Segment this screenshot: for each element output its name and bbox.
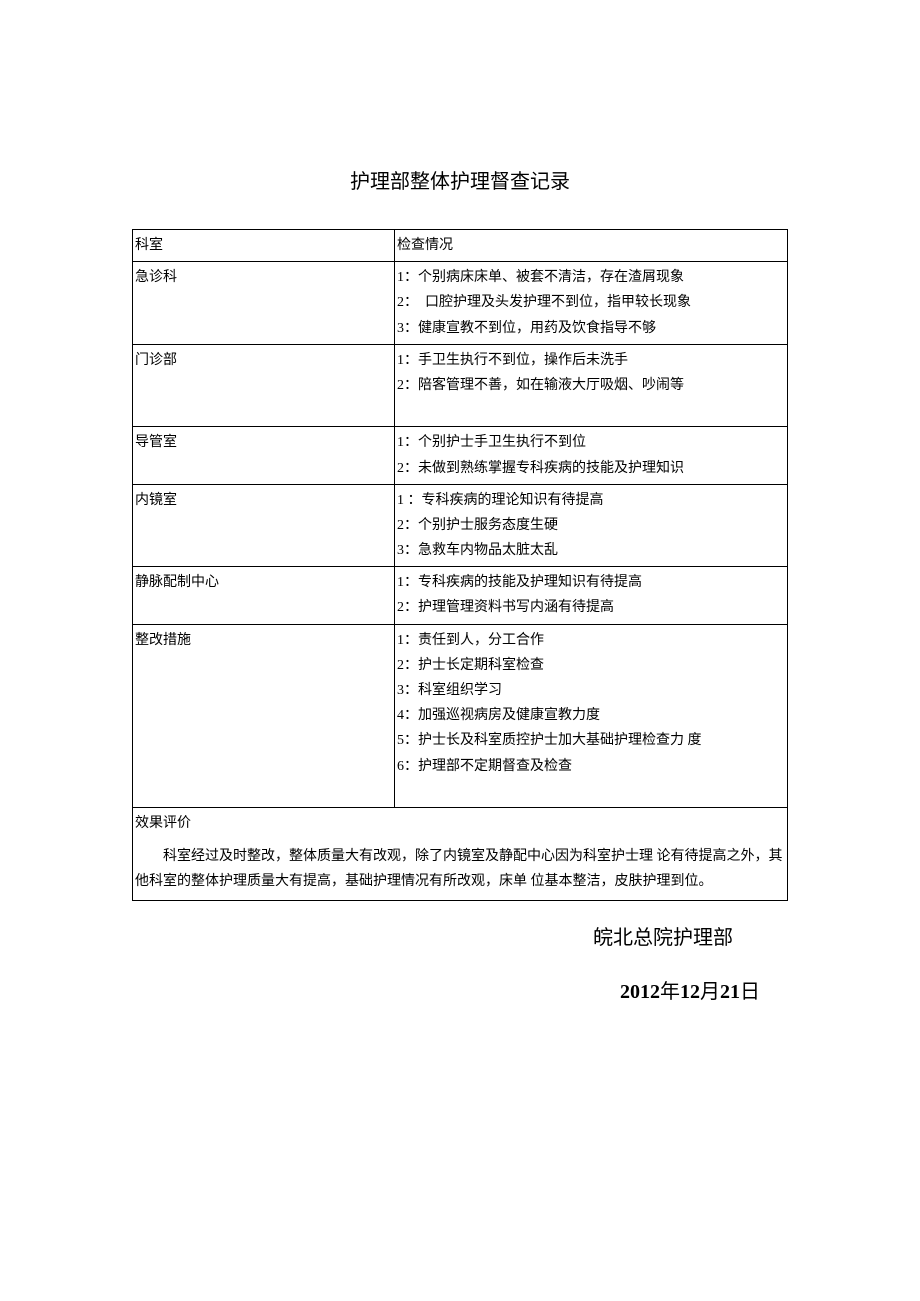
finding-item: 1：个别病床床单、被套不清洁，存在渣屑现象: [397, 265, 785, 290]
finding-item: 2：未做到熟练掌握专科疾病的技能及护理知识: [397, 456, 785, 481]
finding-item: 2：护士长定期科室检查: [397, 653, 785, 678]
dept-cell: 门诊部: [133, 344, 395, 427]
document-date: 2012年12月21日: [132, 975, 788, 1004]
findings-cell: 1：个别病床床单、被套不清洁，存在渣屑现象 2： 口腔护理及头发护理不到位，指甲…: [395, 262, 788, 345]
date-day: 21: [720, 981, 740, 1003]
dept-cell: 静脉配制中心: [133, 567, 395, 624]
evaluation-label-row: 效果评价: [133, 807, 788, 839]
finding-item: 2：个别护士服务态度生硬: [397, 513, 785, 538]
findings-cell: 1：责任到人，分工合作 2：护士长定期科室检查 3：科室组织学习 4：加强巡视病…: [395, 624, 788, 807]
date-day-unit: 日: [740, 981, 760, 1003]
findings-cell: 1：手卫生执行不到位，操作后未洗手 2：陪客管理不善，如在输液大厅吸烟、吵闹等: [395, 344, 788, 427]
finding-item: 2：陪客管理不善，如在输液大厅吸烟、吵闹等: [397, 373, 785, 398]
dept-cell: 急诊科: [133, 262, 395, 345]
table-header-row: 科室 检查情况: [133, 230, 788, 262]
finding-item: 1：责任到人，分工合作: [397, 628, 785, 653]
dept-cell: 内镜室: [133, 484, 395, 567]
finding-item: 1：个别护士手卫生执行不到位: [397, 430, 785, 455]
table-row: 内镜室 1 ：专科疾病的理论知识有待提高 2：个别护士服务态度生硬 3：急救车内…: [133, 484, 788, 567]
finding-item: 3：健康宣教不到位，用药及饮食指导不够: [397, 316, 785, 341]
finding-item: 3：急救车内物品太脏太乱: [397, 538, 785, 563]
table-row: 整改措施 1：责任到人，分工合作 2：护士长定期科室检查 3：科室组织学习 4：…: [133, 624, 788, 807]
date-year-unit: 年: [660, 981, 680, 1003]
evaluation-summary: 科室经过及时整改，整体质量大有改观，除了内镜室及静配中心因为科室护士理 论有待提…: [135, 844, 785, 894]
dept-cell: 整改措施: [133, 624, 395, 807]
findings-cell: 1：个别护士手卫生执行不到位 2：未做到熟练掌握专科疾病的技能及护理知识: [395, 427, 788, 484]
date-month-unit: 月: [700, 981, 720, 1003]
evaluation-summary-cell: 科室经过及时整改，整体质量大有改观，除了内镜室及静配中心因为科室护士理 论有待提…: [133, 839, 788, 900]
finding-item: 6：护理部不定期督查及检查: [397, 754, 785, 779]
evaluation-empty: [395, 807, 788, 839]
findings-cell: 1：专科疾病的技能及护理知识有待提高 2：护理管理资料书写内涵有待提高: [395, 567, 788, 624]
finding-item: 2： 口腔护理及头发护理不到位，指甲较长现象: [397, 290, 785, 315]
findings-cell: 1 ：专科疾病的理论知识有待提高 2：个别护士服务态度生硬 3：急救车内物品太脏…: [395, 484, 788, 567]
inspection-table: 科室 检查情况 急诊科 1：个别病床床单、被套不清洁，存在渣屑现象 2： 口腔护…: [132, 229, 788, 901]
finding-item: 4：加强巡视病房及健康宣教力度: [397, 703, 785, 728]
table-row: 导管室 1：个别护士手卫生执行不到位 2：未做到熟练掌握专科疾病的技能及护理知识: [133, 427, 788, 484]
date-year: 2012: [620, 981, 660, 1003]
finding-item: [397, 398, 785, 423]
dept-cell: 导管室: [133, 427, 395, 484]
finding-item: 5：护士长及科室质控护士加大基础护理检查力 度: [397, 728, 785, 753]
table-row: 门诊部 1：手卫生执行不到位，操作后未洗手 2：陪客管理不善，如在输液大厅吸烟、…: [133, 344, 788, 427]
finding-item: 3：科室组织学习: [397, 678, 785, 703]
finding-item: 1 ：专科疾病的理论知识有待提高: [397, 488, 785, 513]
table-row: 急诊科 1：个别病床床单、被套不清洁，存在渣屑现象 2： 口腔护理及头发护理不到…: [133, 262, 788, 345]
evaluation-label: 效果评价: [133, 807, 395, 839]
signature: 皖北总院护理部: [132, 921, 788, 950]
finding-item: [397, 779, 785, 804]
header-findings: 检查情况: [395, 230, 788, 262]
date-month: 12: [680, 981, 700, 1003]
finding-item: 2：护理管理资料书写内涵有待提高: [397, 595, 785, 620]
header-dept: 科室: [133, 230, 395, 262]
table-row: 静脉配制中心 1：专科疾病的技能及护理知识有待提高 2：护理管理资料书写内涵有待…: [133, 567, 788, 624]
document-title: 护理部整体护理督查记录: [132, 165, 788, 194]
evaluation-summary-row: 科室经过及时整改，整体质量大有改观，除了内镜室及静配中心因为科室护士理 论有待提…: [133, 839, 788, 900]
finding-item: 1：手卫生执行不到位，操作后未洗手: [397, 348, 785, 373]
finding-item: 1：专科疾病的技能及护理知识有待提高: [397, 570, 785, 595]
